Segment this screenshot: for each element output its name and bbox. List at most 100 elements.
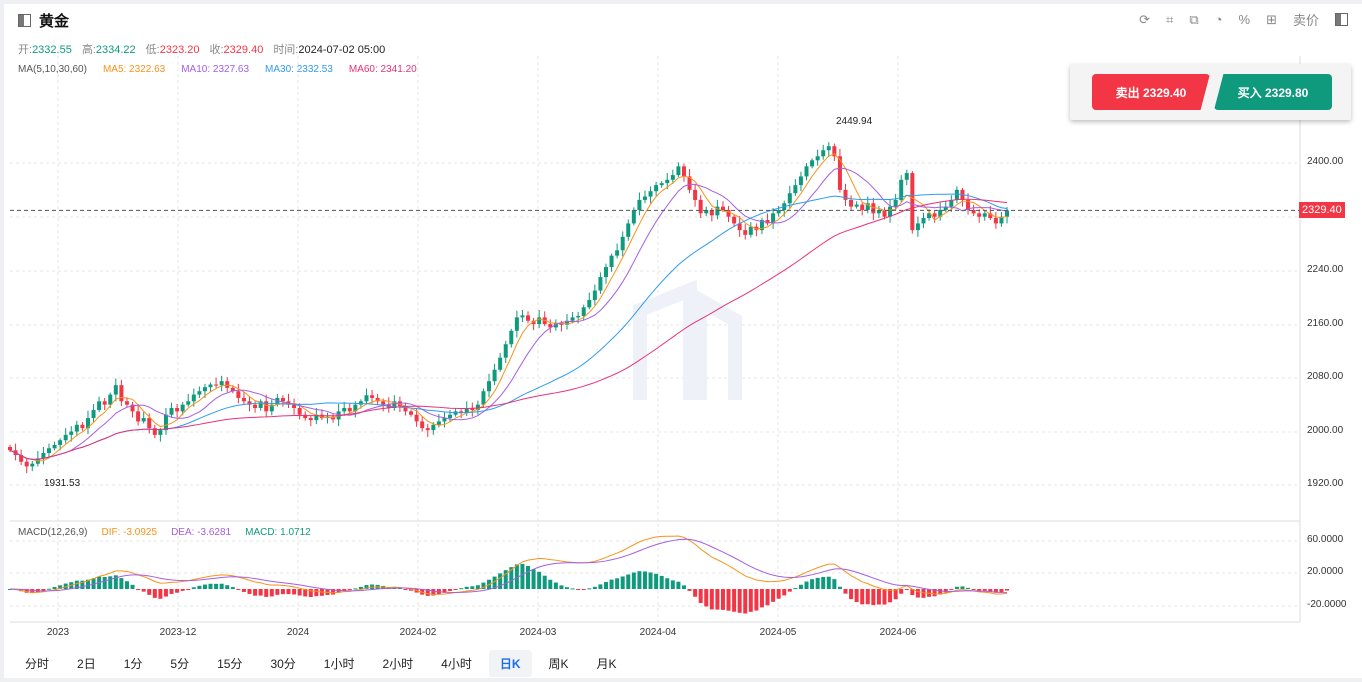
period-tabs: 分时 2日 1分 5分 15分 30分 1小时 2小时 4小时 日K 周K 月K — [14, 650, 634, 677]
dea-value: DEA: -3.6281 — [171, 527, 232, 538]
period-tab[interactable]: 2日 — [77, 657, 96, 671]
macd-bar — [977, 589, 982, 591]
candle-body — [308, 418, 313, 421]
candle-body — [297, 408, 302, 415]
macd-bar — [186, 589, 191, 590]
macd-bar — [732, 589, 737, 612]
sell-button[interactable]: 卖出 2329.40 — [1092, 74, 1210, 110]
candle-body — [163, 414, 168, 431]
candle-body — [214, 384, 219, 386]
period-tab[interactable]: 1分 — [123, 657, 143, 671]
macd-bar — [832, 579, 837, 589]
candle-body — [704, 209, 709, 214]
macd-bar — [715, 589, 720, 610]
macd-bar — [353, 588, 358, 590]
indicator-icon[interactable]: ⧉ — [1189, 11, 1199, 27]
macd-bar — [230, 587, 235, 589]
period-tab[interactable]: 1小时 — [323, 657, 355, 671]
candle-body — [442, 418, 447, 422]
macd-bar — [191, 587, 196, 589]
candle-body — [459, 411, 464, 413]
macd-bar — [893, 589, 898, 600]
min-price-annotation: 1931.53 — [44, 478, 81, 489]
period-tab[interactable]: 分时 — [25, 657, 50, 671]
candle-body — [804, 166, 809, 177]
ma5-value: MA5: 2322.63 — [102, 64, 166, 75]
macd-bar — [58, 585, 63, 589]
period-tab[interactable]: 30分 — [270, 657, 296, 671]
buy-button[interactable]: 买入 2329.80 — [1214, 74, 1332, 110]
macd-bar — [431, 589, 436, 596]
panel-toggle-icon[interactable] — [1335, 13, 1348, 26]
macd-tick: 60.0000 — [1307, 534, 1344, 545]
macd-bar — [798, 584, 803, 589]
candle-body — [843, 189, 848, 200]
ma10-line — [9, 167, 1008, 460]
candle-body — [358, 401, 363, 405]
period-tab[interactable]: 2小时 — [382, 657, 414, 671]
grid-icon[interactable]: ⊞ — [1266, 11, 1277, 27]
sidebar-toggle-icon[interactable] — [18, 14, 31, 27]
candle-body — [186, 401, 191, 405]
macd-bar — [1005, 589, 1010, 591]
date-tick: 2024-05 — [759, 627, 797, 638]
candle-body — [681, 166, 686, 177]
price-tick: 2240.00 — [1307, 264, 1344, 275]
price-mode-button[interactable]: 卖价 — [1292, 13, 1319, 28]
candle-body — [58, 440, 63, 445]
candle-body — [303, 414, 308, 419]
percent-icon[interactable]: % — [1238, 12, 1251, 27]
macd-bar — [782, 589, 787, 596]
macd-bar — [676, 581, 681, 589]
candle-body — [759, 220, 764, 231]
candle-body — [514, 317, 519, 331]
candle-body — [225, 381, 230, 388]
period-tab[interactable]: 周K — [548, 657, 569, 671]
dif-line — [9, 535, 1008, 595]
period-tab[interactable]: 日K — [488, 650, 532, 677]
instrument-title: 黄金 — [18, 10, 69, 31]
refresh-icon[interactable]: ⟳ — [1139, 11, 1151, 27]
candle-body — [821, 150, 826, 157]
macd-bar — [899, 589, 904, 594]
macd-bar — [537, 571, 542, 589]
period-tab[interactable]: 月K — [596, 657, 617, 671]
candle-body — [91, 410, 96, 419]
macd-bar — [882, 589, 887, 605]
macd-bar — [297, 589, 302, 596]
period-tab[interactable]: 15分 — [217, 657, 243, 671]
macd-bar — [147, 589, 152, 595]
macd-bar — [236, 589, 241, 590]
macd-bar — [219, 583, 224, 589]
macd-bar — [225, 585, 230, 589]
candle-body — [626, 223, 631, 237]
candle-body — [414, 414, 419, 422]
candle-body — [97, 401, 102, 411]
macd-bar — [475, 585, 480, 589]
macd-bar — [347, 589, 352, 591]
macd-bar — [659, 575, 664, 589]
macd-bar — [704, 589, 709, 607]
period-tab[interactable]: 5分 — [170, 657, 190, 671]
candle-body — [191, 394, 196, 402]
macd-bar — [559, 585, 564, 589]
candle-body — [754, 226, 759, 231]
macd-bar — [826, 576, 831, 589]
pie-icon[interactable]: ◔ — [1214, 12, 1223, 27]
draw-icon[interactable]: ⌗ — [1166, 11, 1174, 27]
macd-bar — [932, 589, 937, 597]
candle-body — [537, 317, 542, 325]
candle-body — [687, 176, 692, 190]
candle-body — [938, 209, 943, 217]
period-tab[interactable]: 4小时 — [441, 657, 472, 671]
candle-body — [470, 408, 475, 411]
toolbar: ⟳ ⌗ ⧉ ◔ % ⊞ 卖价 — [1139, 10, 1348, 29]
candle-body — [793, 185, 798, 194]
candle-body — [258, 401, 263, 409]
macd-bar — [581, 589, 586, 590]
macd-bar — [74, 580, 79, 589]
candle-body — [977, 213, 982, 217]
macd-bar — [358, 586, 363, 589]
candle-body — [971, 209, 976, 214]
